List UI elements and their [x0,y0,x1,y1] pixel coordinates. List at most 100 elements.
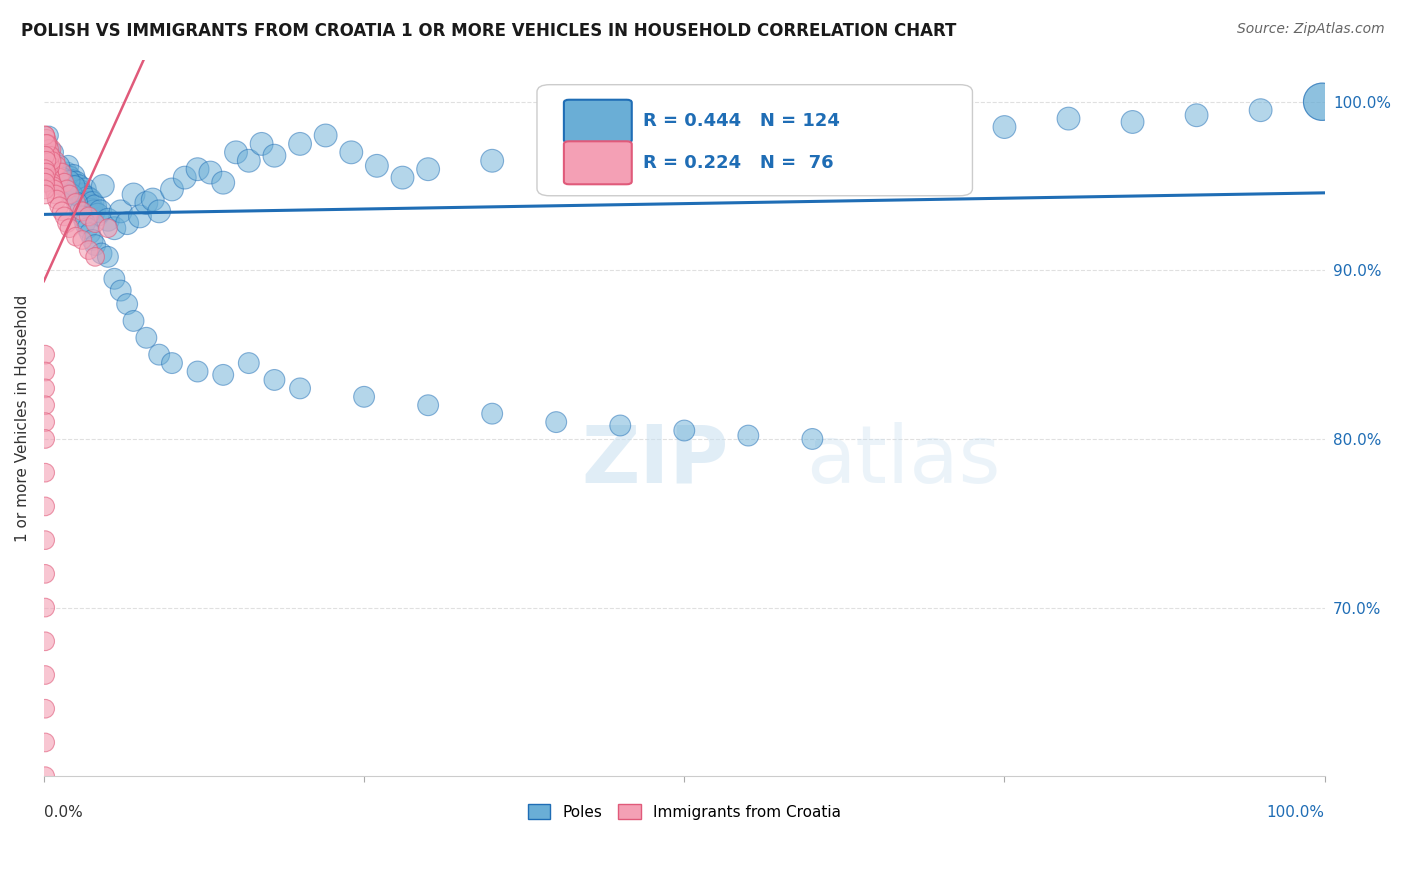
Point [391,170,413,185]
Point [609,418,631,433]
Point [44,159,66,173]
Point [84,199,107,213]
Point [1185,108,1208,122]
Point [103,272,125,286]
Point [34,415,56,429]
Point [34,634,56,648]
Point [225,145,247,160]
Point [929,115,952,129]
Point [84,216,107,230]
Point [73,182,96,196]
Point [91,179,114,194]
Point [481,153,503,168]
Point [63,182,86,196]
Point [56,182,79,196]
Point [39,149,62,163]
Point [58,174,80,188]
Point [72,210,94,224]
Point [51,170,73,185]
Point [38,149,60,163]
Point [58,221,80,235]
Point [48,165,70,179]
Point [173,170,195,185]
Point [48,199,70,213]
Point [44,145,66,160]
Point [44,153,66,168]
Point [187,365,209,379]
Point [39,142,62,156]
Point [63,179,86,194]
Point [1310,95,1333,109]
Point [135,331,157,345]
Point [115,297,138,311]
Point [35,136,58,151]
Point [35,153,58,168]
Point [865,125,887,139]
Point [42,179,65,194]
Point [86,208,108,222]
Point [60,174,83,188]
Point [609,136,631,151]
Point [44,176,66,190]
Point [82,195,104,210]
Point [44,165,66,179]
Point [160,182,183,196]
Point [34,365,56,379]
Point [187,162,209,177]
Point [60,187,83,202]
Point [65,176,87,190]
Text: atlas: atlas [806,422,1000,500]
Point [288,381,311,395]
FancyBboxPatch shape [537,85,973,195]
Point [53,210,76,224]
Point [1250,103,1272,118]
Point [65,195,87,210]
Point [45,193,67,207]
Point [34,432,56,446]
Point [34,381,56,395]
Point [34,170,56,185]
Point [51,165,73,179]
Point [35,132,58,146]
Point [48,170,70,185]
Point [1310,95,1333,109]
Text: ZIP: ZIP [582,422,730,500]
Point [77,210,100,224]
Point [34,149,56,163]
Point [37,165,59,179]
Point [34,187,56,202]
Point [66,195,89,210]
Point [993,120,1015,134]
Point [41,149,63,163]
Point [38,165,60,179]
Point [35,162,58,177]
Point [84,250,107,264]
Point [34,668,56,682]
Point [481,407,503,421]
Point [72,233,94,247]
Point [66,187,89,202]
Point [34,466,56,480]
Point [97,212,120,227]
Point [39,153,62,168]
Point [65,229,87,244]
Point [34,162,56,177]
Y-axis label: 1 or more Vehicles in Household: 1 or more Vehicles in Household [15,294,30,541]
Point [110,204,132,219]
Point [34,182,56,196]
Point [263,373,285,387]
Point [238,356,260,370]
Point [44,187,66,202]
FancyBboxPatch shape [564,100,631,143]
Point [37,136,59,151]
Point [48,159,70,173]
Point [34,149,56,163]
Point [34,128,56,143]
Point [1057,112,1080,126]
Point [69,184,91,198]
Point [55,176,77,190]
Point [212,368,235,382]
Point [79,193,101,207]
Text: 100.0%: 100.0% [1267,805,1324,820]
Point [51,204,73,219]
